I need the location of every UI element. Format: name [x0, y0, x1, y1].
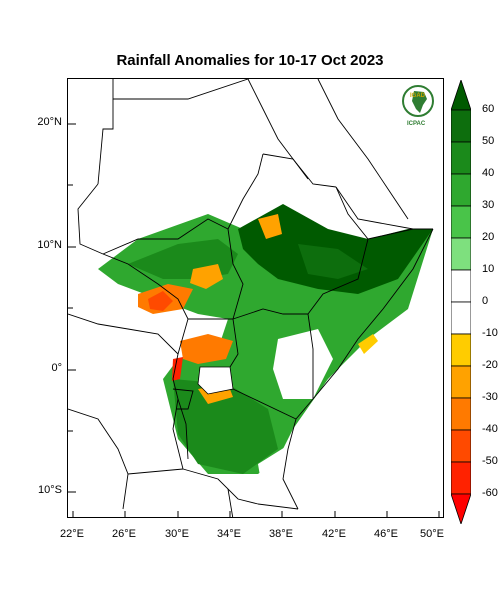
lon-label-38e: 38°E — [269, 528, 293, 540]
lon-label-22e: 22°E — [60, 528, 84, 540]
lake-tanganyika — [177, 398, 189, 460]
colorbar-tick-label: -10 — [482, 327, 498, 339]
lon-label-42e: 42°E — [322, 528, 346, 540]
colorbar-swatch — [450, 301, 472, 335]
colorbar-tick-label: 30 — [482, 199, 495, 211]
coast-gulf-aden — [335, 186, 433, 230]
border-ethiopia-somalia — [335, 186, 414, 240]
colorbar-swatch — [450, 269, 472, 303]
border-kenya-uganda — [229, 318, 239, 368]
colorbar-tick-label: -40 — [482, 423, 498, 435]
map-title: Rainfall Anomalies for 10-17 Oct 2023 — [116, 52, 384, 69]
lake-malawi — [227, 488, 234, 517]
country-borders — [68, 79, 434, 517]
igad-icpac-logo: IGAD ICPAC — [398, 83, 438, 131]
border-sudan-ethiopia — [227, 153, 264, 230]
colorbar-tick-label: -30 — [482, 391, 498, 403]
coast-red-sea-west — [247, 79, 309, 180]
border-sudan-north — [97, 99, 114, 185]
lon-label-30e: 30°E — [165, 528, 189, 540]
map-canvas — [68, 79, 440, 517]
colorbar-swatch — [450, 429, 472, 463]
colorbar-swatch — [450, 365, 472, 399]
border-south-sudan-ethiopia — [227, 228, 244, 320]
border-ethiopia-somalia-south — [307, 238, 369, 315]
border-rwanda-burundi — [172, 388, 194, 410]
border-kenya-tanzania — [232, 388, 297, 420]
colorbar-swatches — [450, 78, 472, 526]
colorbar-swatch — [450, 109, 472, 143]
anomaly-region-neg-red-ss — [148, 291, 173, 311]
colorbar-swatch — [450, 397, 472, 431]
anomaly-region-dark-green-2 — [298, 244, 368, 279]
anomaly-map: IGAD ICPAC — [67, 78, 444, 518]
border-chad-sudan — [77, 183, 104, 255]
border-mozambique — [257, 503, 299, 510]
lon-label-34e: 34°E — [217, 528, 241, 540]
border-sudan-south-sudan — [102, 218, 229, 255]
colorbar-tick-label: -50 — [482, 455, 498, 467]
border-eritrea-ethiopia — [262, 153, 337, 188]
colorbar-swatch — [450, 141, 472, 175]
border-car-south-sudan — [102, 253, 189, 320]
colorbar-tick-label: -60 — [482, 487, 498, 499]
lat-label-equator: 0° — [51, 362, 62, 374]
colorbar-tick-label: 40 — [482, 167, 495, 179]
logo-org-top: IGAD — [410, 93, 425, 99]
colorbar-swatch — [450, 461, 472, 495]
colorbar-tick-label: 10 — [482, 263, 495, 275]
border-libya-egypt — [112, 79, 249, 100]
lon-label-46e: 46°E — [374, 528, 398, 540]
colorbar-tick-label: 60 — [482, 103, 495, 115]
coast-red-sea-east — [317, 79, 409, 220]
colorbar-swatch — [450, 333, 472, 367]
anomaly-region-south-green — [173, 379, 278, 474]
anomaly-region-neg-yellow-ss — [190, 264, 223, 289]
colorbar-swatch — [450, 205, 472, 239]
lon-label-26e: 26°E — [112, 528, 136, 540]
anomaly-region-neutral-south — [258, 439, 318, 499]
logo-org-bottom: ICPAC — [407, 121, 426, 127]
lat-label-10s: 10°S — [38, 484, 62, 496]
colorbar-bottom-arrow — [450, 493, 472, 526]
lake-victoria — [197, 366, 234, 395]
lon-label-50e: 50°E — [420, 528, 444, 540]
anomaly-shading — [98, 204, 433, 499]
colorbar-tick-label: -20 — [482, 359, 498, 371]
border-car-drc — [68, 313, 179, 355]
lat-label-10n: 10°N — [37, 239, 62, 251]
anomaly-region-neutral-kenya — [273, 329, 333, 399]
colorbar-tick-label: 50 — [482, 135, 495, 147]
border-tanzania-zambia — [182, 468, 259, 505]
border-kenya-somalia — [307, 313, 314, 399]
anomaly-region-neg-somalia-coast — [358, 334, 378, 354]
anomaly-region-neg-uganda — [180, 334, 233, 364]
colorbar-swatch — [450, 237, 472, 271]
anomaly-region-neg-red-albert — [172, 357, 183, 381]
border-kenya-ethiopia — [232, 308, 308, 320]
colorbar-top-arrow — [450, 78, 472, 111]
lat-label-20n: 20°N — [37, 116, 62, 128]
igad-africa-logo-icon — [402, 85, 434, 117]
colorbar-swatch — [450, 173, 472, 207]
colorbar-tick-label: 0 — [482, 295, 489, 307]
anomaly-region-neg-yellow-eth — [258, 214, 282, 239]
axis-ticks — [68, 123, 440, 517]
coast-tanzania — [282, 418, 299, 510]
colorbar-tick-label: 20 — [482, 231, 495, 243]
colorbar — [450, 78, 472, 529]
border-zambia — [127, 468, 184, 475]
border-drc-west — [68, 408, 129, 510]
